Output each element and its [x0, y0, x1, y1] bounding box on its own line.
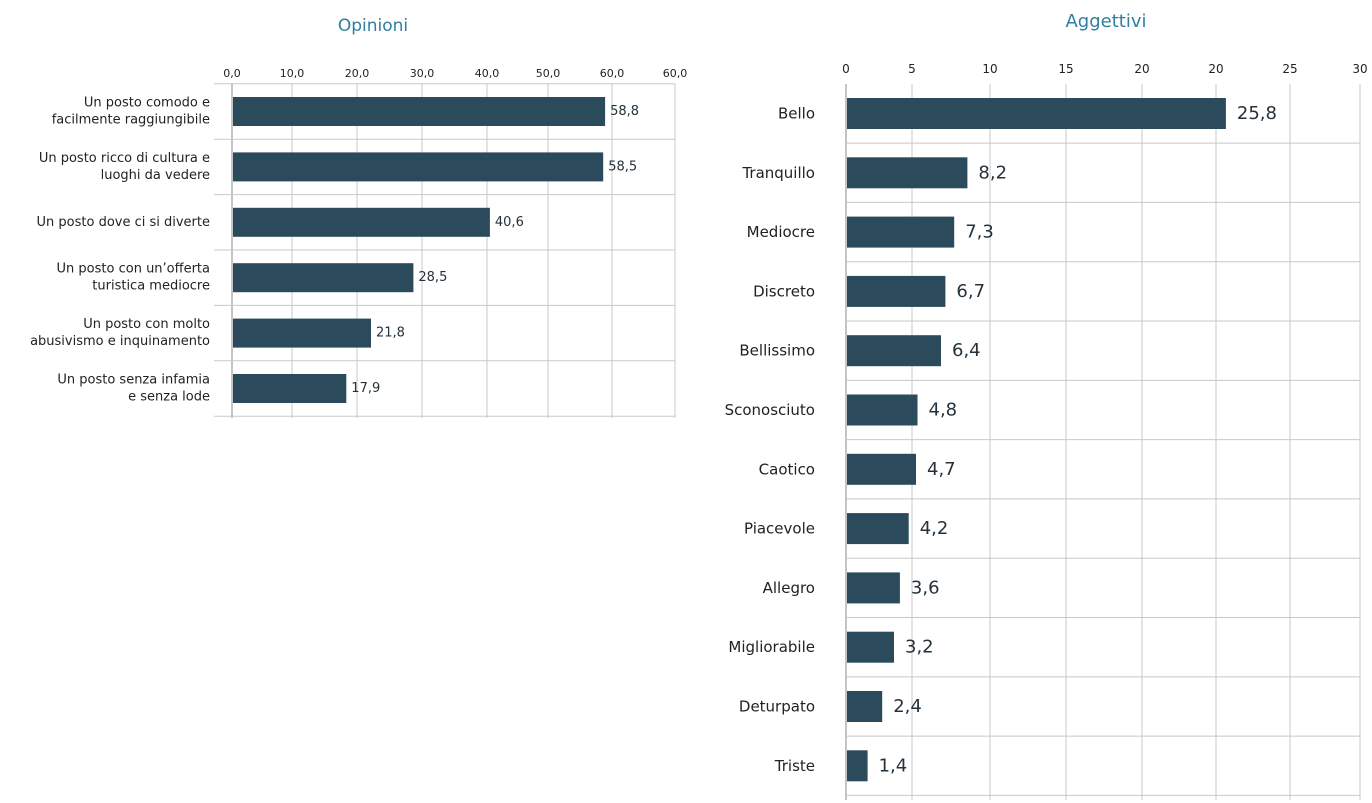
opinioni-value-label: 58,5 [608, 159, 637, 174]
aggettivi-bar [847, 572, 900, 604]
aggettivi-category-label: Tranquillo [741, 164, 815, 182]
aggettivi-bar [847, 394, 918, 426]
aggettivi-category-label: Caotico [759, 460, 815, 478]
opinioni-x-tick-label: 10,0 [280, 67, 305, 80]
opinioni-category-label: e senza lode [128, 390, 210, 405]
opinioni-chart: Opinioni 0,0 10,0 20,0 30,0 40,0 50,0 60,0 60,0 5… [30, 16, 687, 418]
opinioni-x-tick-label: 30,0 [410, 67, 435, 80]
aggettivi-chart: Aggettivi 0 5 10 15 20 20 25 30 25,8 Bello 8,2 Tranq… [725, 11, 1368, 800]
aggettivi-bar [847, 631, 894, 663]
aggettivi-value-label: 6,4 [952, 340, 981, 361]
aggettivi-x-tick-label: 20 [1134, 62, 1149, 76]
opinioni-category-label: Un posto senza infamia [57, 373, 210, 388]
opinioni-bar [233, 318, 371, 348]
aggettivi-x-tick-label: 25 [1282, 62, 1297, 76]
aggettivi-value-label: 4,7 [927, 459, 956, 480]
aggettivi-value-label: 2,4 [893, 696, 922, 717]
aggettivi-category-label: Sconosciuto [725, 401, 815, 419]
aggettivi-x-tick-label: 30 [1352, 62, 1367, 76]
aggettivi-bar [847, 513, 909, 545]
aggettivi-value-label: 3,2 [905, 637, 934, 658]
opinioni-x-tick-label: 20,0 [345, 67, 370, 80]
opinioni-value-label: 58,8 [610, 104, 639, 119]
aggettivi-category-label: Piacevole [744, 520, 815, 538]
opinioni-x-tick-label: 0,0 [223, 67, 241, 80]
aggettivi-value-label: 1,4 [879, 755, 908, 776]
aggettivi-x-tick-label: 20 [1208, 62, 1223, 76]
aggettivi-bar [847, 157, 968, 189]
opinioni-x-tick-label: 40,0 [475, 67, 500, 80]
opinioni-category-label: Un posto con un’offerta [57, 262, 210, 277]
opinioni-category-label: turistica mediocre [92, 279, 210, 294]
aggettivi-bar [847, 216, 955, 248]
opinioni-value-label: 21,8 [376, 326, 405, 341]
opinioni-bar [233, 97, 606, 126]
opinioni-category-label: facilmente raggiungibile [52, 113, 210, 128]
opinioni-x-tick-label: 60,0 [663, 67, 688, 80]
aggettivi-x-tick-label: 0 [842, 62, 850, 76]
opinioni-bar [233, 152, 604, 182]
opinioni-category-label: abusivismo e inquinamento [30, 334, 210, 349]
opinioni-value-label: 17,9 [351, 381, 380, 396]
aggettivi-category-label: Discreto [753, 282, 815, 300]
aggettivi-value-label: 25,8 [1237, 103, 1277, 124]
aggettivi-bar [847, 98, 1226, 129]
aggettivi-value-label: 3,6 [911, 577, 940, 598]
opinioni-chart-title: Opinioni [338, 16, 408, 36]
aggettivi-x-tick-label: 5 [908, 62, 916, 76]
opinioni-category-label: Un posto ricco di cultura e [39, 151, 210, 166]
opinioni-bar [233, 207, 490, 237]
aggettivi-category-label: Triste [774, 757, 815, 775]
aggettivi-chart-title: Aggettivi [1065, 11, 1146, 32]
aggettivi-category-label: Mediocre [747, 223, 815, 241]
aggettivi-category-label: Deturpato [739, 698, 815, 716]
aggettivi-bar [847, 453, 916, 485]
aggettivi-bar [847, 335, 941, 367]
aggettivi-bar [847, 691, 883, 722]
aggettivi-category-label: Bellissimo [739, 342, 815, 360]
aggettivi-category-label: Bello [778, 105, 815, 123]
opinioni-bar [233, 263, 414, 293]
opinioni-category-label: Un posto comodo e [84, 96, 210, 111]
aggettivi-category-label: Migliorabile [728, 638, 815, 656]
aggettivi-bar [847, 275, 946, 307]
opinioni-category-label: Un posto dove ci si diverte [37, 215, 210, 230]
opinioni-category-label: Un posto con molto [83, 317, 210, 332]
aggettivi-category-label: Allegro [763, 579, 815, 597]
aggettivi-x-tick-label: 15 [1058, 62, 1073, 76]
aggettivi-value-label: 4,8 [929, 400, 958, 421]
aggettivi-value-label: 7,3 [965, 222, 994, 243]
opinioni-x-tick-label: 60,0 [600, 67, 625, 80]
opinioni-value-label: 28,5 [418, 270, 447, 285]
aggettivi-x-tick-label: 10 [982, 62, 997, 76]
aggettivi-value-label: 4,2 [920, 518, 949, 539]
opinioni-category-label: luoghi da vedere [101, 168, 210, 183]
opinioni-x-tick-label: 50,0 [536, 67, 561, 80]
opinioni-value-label: 40,6 [495, 215, 524, 230]
aggettivi-bar [847, 750, 868, 782]
aggettivi-value-label: 8,2 [978, 162, 1007, 183]
aggettivi-value-label: 6,7 [956, 281, 985, 302]
opinioni-bar [233, 374, 347, 403]
